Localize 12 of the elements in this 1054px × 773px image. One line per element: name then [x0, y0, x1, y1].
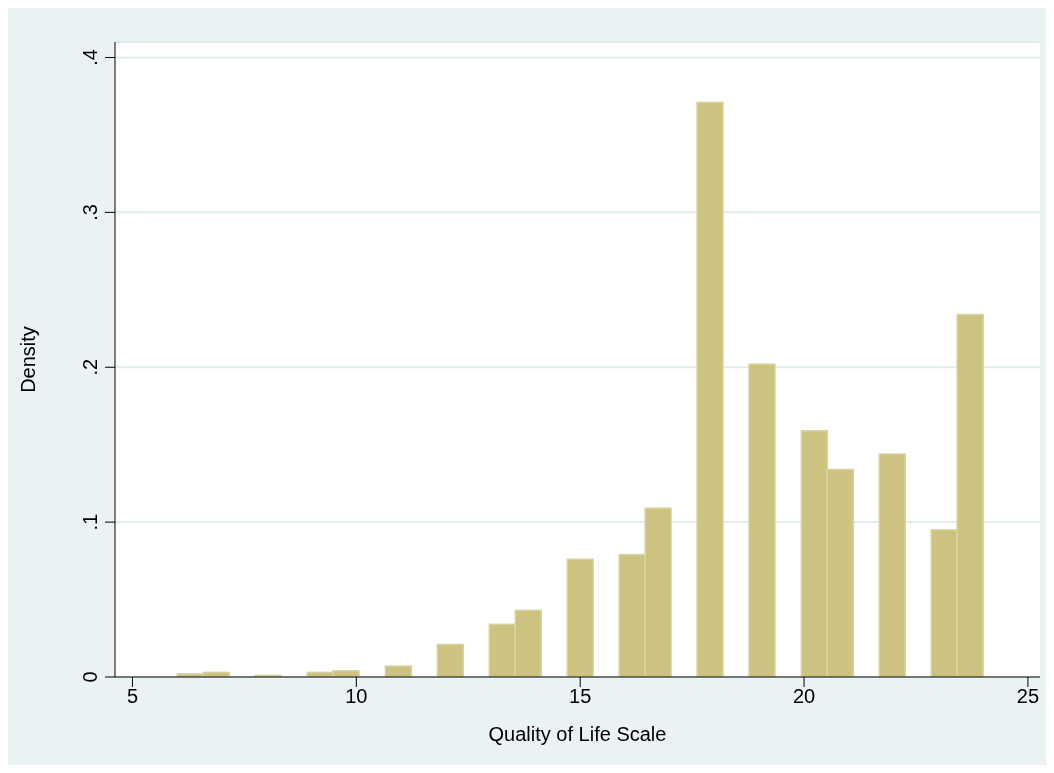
- y-tick-label: .4: [79, 49, 101, 66]
- x-tick-label: 10: [345, 685, 368, 708]
- x-axis-title: Quality of Life Scale: [488, 723, 667, 745]
- x-tick-label: 25: [1016, 685, 1040, 708]
- x-tick-label: 5: [126, 685, 139, 708]
- y-tick-label: .3: [79, 204, 101, 221]
- y-tick-label: 0: [79, 671, 101, 683]
- y-tick-label: .1: [79, 513, 101, 531]
- x-tick-label: 20: [792, 685, 816, 708]
- y-tick-label: .2: [79, 358, 101, 376]
- y-axis-title: Density: [17, 326, 40, 393]
- x-tick-label: 15: [569, 685, 592, 708]
